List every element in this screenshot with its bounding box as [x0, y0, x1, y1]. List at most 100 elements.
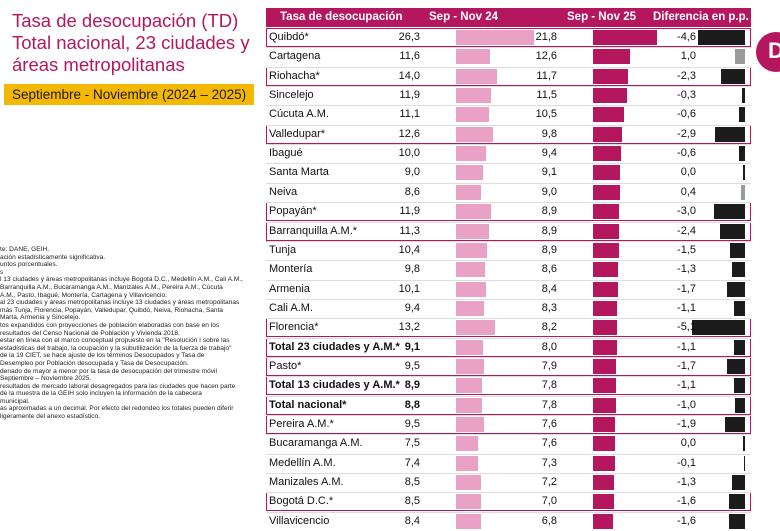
value-difference: -0,1 [677, 456, 696, 469]
bar-difference [692, 320, 745, 336]
row-divider [266, 318, 751, 320]
bar-sep-nov-24 [456, 281, 486, 297]
row-divider [266, 473, 751, 475]
value-difference: -2,4 [677, 224, 696, 237]
bar-difference [714, 204, 745, 220]
value-difference: 0,0 [680, 437, 696, 450]
table-row: Total 23 ciudades y A.M.* 9,1 8,0 -1,1 [266, 337, 751, 357]
bar-sep-nov-24 [456, 378, 483, 394]
header-sep-nov-24: Sep - Nov 24 [429, 11, 499, 23]
value-sep-nov-24: 9,0 [404, 166, 420, 179]
value-sep-nov-25: 21,8 [535, 31, 557, 43]
bar-sep-nov-24 [456, 397, 482, 413]
bar-sep-nov-24 [456, 146, 486, 162]
bar-sep-nov-24 [456, 358, 485, 374]
row-divider [266, 182, 751, 184]
bar-difference [738, 107, 745, 123]
bar-sep-nov-24 [456, 320, 495, 336]
table-row: Montería 9,8 8,6 -1,3 [266, 260, 751, 279]
bar-sep-nov-25 [593, 242, 620, 258]
bar-difference [727, 358, 745, 374]
value-difference: -0,3 [677, 89, 696, 102]
value-difference: -3,0 [677, 205, 696, 218]
bar-sep-nov-25 [593, 513, 614, 529]
bar-sep-nov-25 [593, 339, 617, 355]
bar-sep-nov-25 [593, 107, 624, 123]
chart-title: Tasa de desocupación (TD) Total nacional… [12, 10, 262, 76]
city-label: Valledupar* [269, 127, 326, 140]
city-label: Santa Marta [269, 166, 329, 179]
bar-difference [738, 146, 745, 162]
row-divider [266, 124, 751, 126]
city-label: Villavicencio [269, 514, 330, 527]
row-divider [266, 434, 751, 436]
value-sep-nov-24: 8,9 [404, 379, 420, 392]
row-divider [266, 240, 751, 242]
table-row: Total 13 ciudades y A.M.* 8,9 7,8 -1,1 [266, 376, 751, 396]
city-label: Montería [269, 263, 313, 276]
table-row: Ibagué 10,0 9,4 -0,6 [266, 144, 751, 163]
value-sep-nov-25: 10,5 [535, 108, 557, 121]
value-sep-nov-25: 9,0 [541, 185, 557, 198]
bar-difference [727, 281, 745, 297]
footnote-line: tos expandidos con proyecciones de pobla… [0, 321, 220, 329]
value-sep-nov-24: 9,8 [404, 263, 420, 276]
city-label: Cali A.M. [269, 301, 314, 314]
footnote-line: resultados de mercado laboral desagregad… [0, 382, 236, 390]
value-difference: 0,0 [680, 166, 696, 179]
bar-difference [743, 436, 745, 452]
value-sep-nov-25: 8,9 [541, 224, 557, 237]
footnote-line: as aproximadas a un decimal. Por efecto … [0, 405, 234, 413]
value-sep-nov-25: 7,9 [541, 359, 557, 372]
city-label: Total nacional* [269, 398, 347, 411]
bar-sep-nov-24 [456, 262, 485, 278]
value-sep-nov-25: 8,4 [541, 282, 557, 295]
bar-sep-nov-25 [593, 68, 628, 84]
value-difference: -0,6 [677, 147, 696, 160]
city-label: Total 23 ciudades y A.M.* [269, 340, 400, 353]
bar-sep-nov-25 [593, 204, 620, 220]
city-label: Popayán* [269, 205, 317, 218]
footnote-line: te: DANE, GEIH. [0, 246, 50, 253]
footnote-line: l 13 ciudades y áreas metropolitanas inc… [0, 276, 243, 284]
table-row: Pasto* 9,5 7,9 -1,7 [266, 356, 751, 376]
table-row: Riohacha* 14,0 11,7 -2,3 [266, 66, 751, 86]
value-sep-nov-24: 8,6 [404, 185, 420, 198]
bar-difference [731, 475, 745, 491]
value-sep-nov-25: 7,8 [541, 398, 557, 411]
bar-sep-nov-24 [456, 242, 487, 258]
value-sep-nov-24: 12,6 [398, 127, 420, 140]
row-divider [266, 356, 751, 358]
city-label: Manizales A.M. [269, 476, 344, 489]
table-row: Sincelejo 11,9 11,5 -0,3 [266, 86, 751, 105]
footnote-line: A.M., Pasto, Ibagué, Montería, Cartagena… [0, 291, 168, 299]
value-sep-nov-25: 7,3 [541, 456, 557, 469]
bar-difference [697, 30, 745, 45]
table-row: Santa Marta 9,0 9,1 0,0 [266, 163, 751, 182]
row-divider [266, 221, 751, 223]
table-row: Cali A.M. 9,4 8,3 -1,1 [266, 299, 751, 318]
value-difference: -0,6 [677, 108, 696, 121]
row-divider [266, 376, 751, 378]
dane-logo: D [756, 32, 780, 72]
table-row: Manizales A.M. 8,5 7,2 -1,3 [266, 473, 751, 492]
row-divider [266, 86, 751, 88]
value-sep-nov-25: 11,7 [536, 69, 557, 82]
value-sep-nov-25: 6,8 [541, 514, 557, 527]
bar-sep-nov-24 [456, 339, 483, 355]
bar-sep-nov-25 [593, 88, 627, 104]
bar-sep-nov-25 [593, 281, 618, 297]
table-row: Popayán* 11,9 8,9 -3,0 [266, 202, 751, 222]
value-sep-nov-24: 7,4 [404, 456, 420, 469]
bar-sep-nov-25 [593, 417, 616, 432]
bar-sep-nov-25 [593, 436, 616, 452]
bar-sep-nov-25 [593, 300, 618, 316]
footnote-line: denado de mayor a menor por la tasa de d… [0, 367, 217, 375]
bar-difference [734, 397, 745, 413]
bar-difference [733, 378, 745, 394]
footnote-line: más Tunja, Florencia, Popayán, Valledupa… [0, 306, 224, 314]
table-header: Tasa de desocupación Sep - Nov 24 Sep - … [266, 8, 751, 27]
footnote-line: ligeramente del anexo estadístico. [0, 413, 101, 421]
value-sep-nov-24: 11,9 [399, 89, 420, 102]
value-sep-nov-24: 9,5 [404, 359, 420, 372]
